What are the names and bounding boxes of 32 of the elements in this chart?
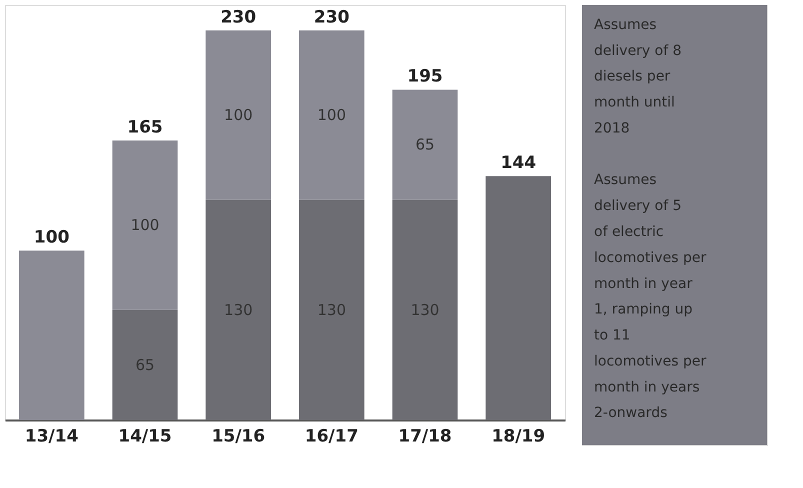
- text: Assumes delivery of 5 of electric locomotives per month in year 1, ramping up to 11 locomotives per month in years 2-onwards: [594, 172, 706, 422]
- bar: [486, 176, 551, 420]
- bar: [299, 30, 364, 200]
- data-label: 130: [410, 300, 440, 319]
- text: Assumes delivery of 8 diesels per month until 2018: [594, 16, 682, 136]
- bar: [392, 90, 458, 200]
- data-label: 130: [224, 300, 253, 319]
- x-tick-label: 18/19: [492, 426, 546, 446]
- bar: [392, 200, 458, 420]
- total-label: 230: [314, 7, 350, 28]
- x-tick-label: 14/15: [118, 426, 172, 446]
- x-tick-label: 15/16: [212, 426, 266, 446]
- data-label: 100: [224, 106, 253, 124]
- total-label: 100: [34, 228, 70, 248]
- bar: [299, 200, 364, 420]
- bar: [112, 140, 178, 310]
- data-label: 100: [317, 106, 346, 124]
- data-label: 130: [317, 300, 346, 319]
- data-label: 65: [135, 356, 155, 374]
- bar: [19, 250, 84, 420]
- total-label: 195: [407, 66, 443, 87]
- x-tick-label: 13/14: [24, 426, 79, 446]
- data-label: 100: [130, 216, 160, 234]
- data-label: 65: [415, 136, 435, 154]
- total-label: 144: [500, 153, 536, 174]
- bar: [112, 310, 178, 420]
- x-tick-label: 16/17: [304, 426, 358, 446]
- total-label: 230: [220, 7, 256, 28]
- x-tick-label: 17/18: [398, 426, 452, 446]
- bar: [206, 200, 271, 420]
- total-label: 165: [127, 118, 163, 138]
- bar: [206, 30, 271, 200]
